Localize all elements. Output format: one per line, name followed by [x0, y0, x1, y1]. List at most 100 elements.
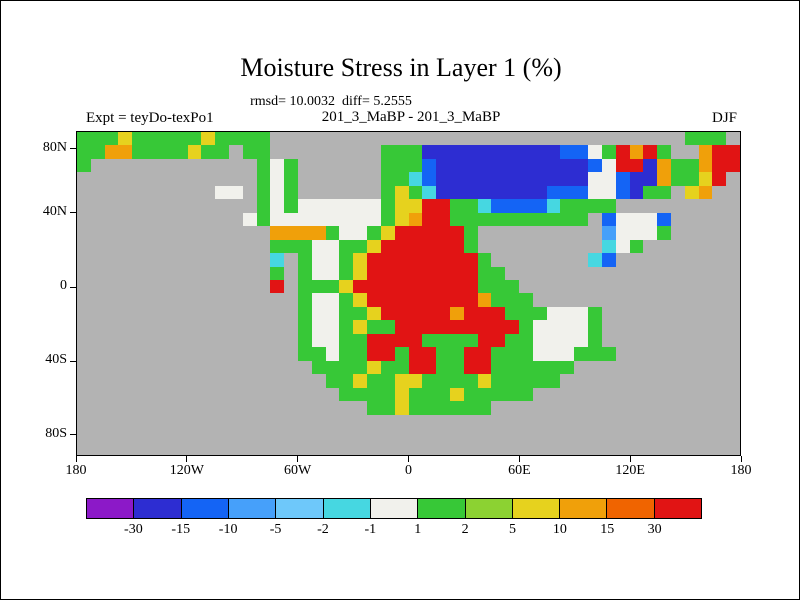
map-cell	[477, 266, 492, 281]
map-cell	[215, 199, 229, 213]
map-cell	[560, 185, 575, 201]
map-cell	[367, 212, 382, 228]
map-cell	[187, 306, 202, 321]
map-cell	[712, 414, 727, 429]
map-cell	[77, 347, 91, 361]
map-cell	[242, 347, 257, 361]
map-cell	[463, 414, 478, 429]
map-cell	[698, 293, 713, 307]
map-cell	[643, 401, 658, 415]
map-cell	[463, 374, 479, 388]
map-cell	[367, 401, 381, 416]
map-cell	[311, 347, 327, 361]
map-cell	[477, 320, 492, 334]
map-cell	[256, 239, 272, 254]
map-cell	[532, 199, 548, 214]
map-cell	[505, 374, 519, 388]
map-cell	[491, 306, 507, 321]
map-cell	[684, 387, 699, 402]
map-cell	[77, 266, 91, 281]
map-cell	[353, 226, 369, 241]
map-cell	[118, 293, 133, 307]
map-cell	[256, 293, 271, 307]
map-cell	[77, 172, 91, 186]
map-cell	[298, 387, 312, 402]
map-cell	[284, 266, 299, 281]
map-cell	[298, 320, 313, 334]
map-cell	[449, 428, 464, 442]
map-cell	[408, 360, 423, 376]
map-cell	[77, 387, 91, 402]
map-cell	[159, 414, 174, 429]
map-cell	[380, 374, 396, 388]
map-cell	[532, 212, 547, 228]
map-cell	[560, 253, 575, 267]
map-cell	[104, 280, 119, 294]
map-cell	[615, 226, 630, 240]
map-cell	[187, 441, 202, 455]
map-cell	[298, 185, 312, 201]
map-cell	[104, 414, 119, 429]
map-cell	[394, 293, 409, 307]
map-cell	[256, 360, 271, 375]
map-cell	[463, 333, 479, 349]
map-cell	[228, 158, 243, 173]
map-cell	[726, 266, 740, 281]
map-cell	[201, 293, 216, 307]
map-cell	[256, 320, 271, 334]
map-cell	[77, 320, 91, 334]
map-cell	[519, 360, 533, 375]
colorbar-tick-label: -1	[364, 522, 377, 537]
map-cell	[90, 441, 105, 455]
map-cell	[698, 132, 713, 147]
map-cell	[242, 441, 257, 455]
map-cell	[436, 239, 450, 254]
map-cell	[118, 280, 133, 294]
map-cell	[726, 280, 740, 294]
map-cell	[311, 239, 326, 254]
map-cell	[339, 199, 354, 213]
map-cell	[298, 212, 312, 228]
map-cell	[353, 212, 368, 227]
map-cell	[670, 441, 685, 455]
map-cell	[242, 414, 257, 429]
map-cell	[173, 226, 188, 240]
map-cell	[298, 360, 313, 375]
map-plot-area	[76, 131, 741, 456]
map-cell	[367, 172, 382, 186]
map-cell	[104, 145, 119, 160]
map-cell	[684, 266, 699, 281]
colorbar-cell	[133, 499, 181, 518]
map-cell	[256, 145, 272, 159]
map-cell	[601, 185, 617, 201]
map-cell	[477, 172, 492, 186]
map-cell	[118, 212, 133, 227]
map-cell	[325, 333, 341, 348]
map-cell	[132, 360, 147, 375]
map-cell	[118, 199, 133, 213]
map-cell	[601, 441, 616, 455]
map-cell	[422, 185, 438, 201]
y-tick-mark	[70, 360, 76, 362]
map-cell	[339, 253, 355, 267]
map-cell	[104, 320, 119, 334]
map-cell	[228, 280, 243, 294]
map-cell	[339, 414, 354, 429]
map-cell	[491, 212, 506, 228]
map-cell	[560, 441, 575, 455]
map-cell	[532, 347, 547, 362]
map-cell	[477, 441, 492, 455]
map-cell	[629, 226, 644, 241]
map-cell	[422, 266, 437, 281]
map-cell	[90, 401, 105, 415]
map-cell	[339, 360, 354, 375]
map-cell	[201, 280, 216, 294]
map-cell	[670, 266, 685, 281]
map-cell	[159, 333, 174, 348]
map-cell	[339, 145, 354, 159]
map-cell	[449, 320, 464, 335]
map-cell	[629, 172, 644, 186]
map-cell	[325, 374, 340, 389]
map-cell	[146, 280, 160, 294]
map-cell	[601, 374, 616, 388]
